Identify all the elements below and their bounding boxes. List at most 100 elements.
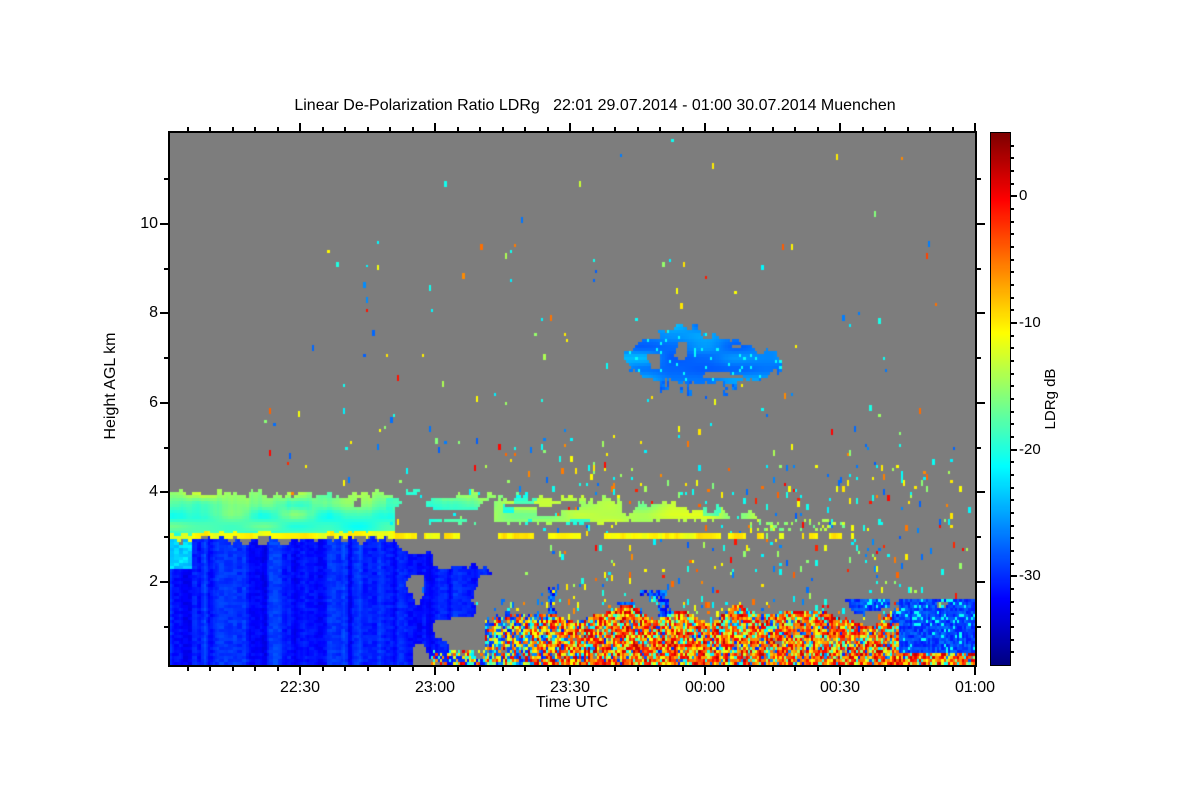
x-minor-tick: [547, 667, 549, 671]
cb-minor-tick: [1011, 271, 1014, 273]
x-tick-label: 23:00: [414, 679, 456, 696]
x-minor-tick-top: [637, 127, 639, 131]
y-minor-tick-right: [977, 178, 981, 180]
cb-minor-tick: [1011, 588, 1014, 590]
x-major-tick: [299, 667, 301, 675]
y-minor-tick-right: [977, 536, 981, 538]
x-major-tick-top: [569, 123, 571, 131]
cb-minor-tick: [1011, 639, 1014, 641]
y-major-tick: [160, 402, 168, 404]
x-minor-tick-top: [524, 127, 526, 131]
y-tick-label: 6: [149, 394, 158, 411]
y-minor-tick: [164, 447, 168, 449]
cb-minor-tick: [1011, 512, 1014, 514]
cb-minor-tick: [1011, 284, 1014, 286]
cb-minor-tick: [1011, 550, 1014, 552]
x-minor-tick: [682, 667, 684, 671]
x-minor-tick: [929, 667, 931, 671]
cb-minor-tick: [1011, 651, 1014, 653]
plot-frame: [168, 131, 977, 667]
y-minor-tick-right: [977, 268, 981, 270]
x-major-tick: [569, 667, 571, 675]
x-minor-tick: [749, 667, 751, 671]
x-minor-tick-top: [772, 127, 774, 131]
x-minor-tick-top: [952, 127, 954, 131]
y-major-tick: [160, 223, 168, 225]
cb-minor-tick: [1011, 183, 1014, 185]
cb-minor-tick: [1011, 373, 1014, 375]
cb-minor-tick: [1011, 537, 1014, 539]
y-major-tick-right: [977, 402, 985, 404]
x-minor-tick-top: [367, 127, 369, 131]
x-major-tick-top: [704, 123, 706, 131]
x-minor-tick-top: [659, 127, 661, 131]
y-major-tick-right: [977, 312, 985, 314]
x-minor-tick-top: [232, 127, 234, 131]
x-minor-tick: [727, 667, 729, 671]
x-minor-tick: [862, 667, 864, 671]
y-major-tick-right: [977, 491, 985, 493]
x-minor-tick: [524, 667, 526, 671]
x-minor-tick-top: [412, 127, 414, 131]
x-major-tick: [974, 667, 976, 675]
x-minor-tick: [952, 667, 954, 671]
x-minor-tick: [187, 667, 189, 671]
x-minor-tick: [502, 667, 504, 671]
y-minor-tick: [164, 626, 168, 628]
x-minor-tick: [592, 667, 594, 671]
y-major-tick: [160, 581, 168, 583]
x-minor-tick-top: [862, 127, 864, 131]
x-minor-tick: [817, 667, 819, 671]
cb-minor-tick: [1011, 246, 1014, 248]
x-minor-tick-top: [502, 127, 504, 131]
cb-minor-tick: [1011, 411, 1014, 413]
cb-minor-tick: [1011, 309, 1014, 311]
x-major-tick-top: [839, 123, 841, 131]
x-tick-label: 01:00: [954, 679, 996, 696]
x-minor-tick-top: [254, 127, 256, 131]
x-major-tick-top: [299, 123, 301, 131]
x-minor-tick-top: [479, 127, 481, 131]
x-minor-tick: [614, 667, 616, 671]
x-minor-tick: [884, 667, 886, 671]
y-tick-label: 2: [149, 573, 158, 590]
x-tick-label: 22:30: [279, 679, 321, 696]
x-minor-tick-top: [457, 127, 459, 131]
y-major-tick: [160, 312, 168, 314]
cb-minor-tick: [1011, 360, 1014, 362]
x-minor-tick-top: [794, 127, 796, 131]
y-tick-label: 4: [149, 483, 158, 500]
cb-major-tick: [1011, 195, 1017, 197]
x-minor-tick-top: [209, 127, 211, 131]
colorbar-frame: [990, 132, 1011, 666]
cb-minor-tick: [1011, 208, 1014, 210]
cb-minor-tick: [1011, 461, 1014, 463]
cb-minor-tick: [1011, 385, 1014, 387]
cb-minor-tick: [1011, 259, 1014, 261]
cb-tick-label: 0: [1019, 187, 1028, 204]
cb-minor-tick: [1011, 221, 1014, 223]
cb-tick-label: -10: [1019, 314, 1041, 331]
x-minor-tick: [457, 667, 459, 671]
heatmap-canvas: [170, 133, 975, 665]
x-minor-tick-top: [592, 127, 594, 131]
x-minor-tick-top: [389, 127, 391, 131]
cb-minor-tick: [1011, 170, 1014, 172]
cb-minor-tick: [1011, 626, 1014, 628]
x-minor-tick: [659, 667, 661, 671]
x-minor-tick-top: [614, 127, 616, 131]
x-minor-tick-top: [277, 127, 279, 131]
x-minor-tick-top: [749, 127, 751, 131]
x-minor-tick: [209, 667, 211, 671]
x-minor-tick: [772, 667, 774, 671]
cb-minor-tick: [1011, 297, 1014, 299]
x-minor-tick: [232, 667, 234, 671]
y-major-tick-right: [977, 581, 985, 583]
cb-major-tick: [1011, 322, 1017, 324]
cb-minor-tick: [1011, 398, 1014, 400]
x-minor-tick-top: [547, 127, 549, 131]
y-minor-tick-right: [977, 357, 981, 359]
x-major-tick: [704, 667, 706, 675]
x-axis-label: Time UTC: [535, 694, 609, 711]
x-minor-tick-top: [187, 127, 189, 131]
